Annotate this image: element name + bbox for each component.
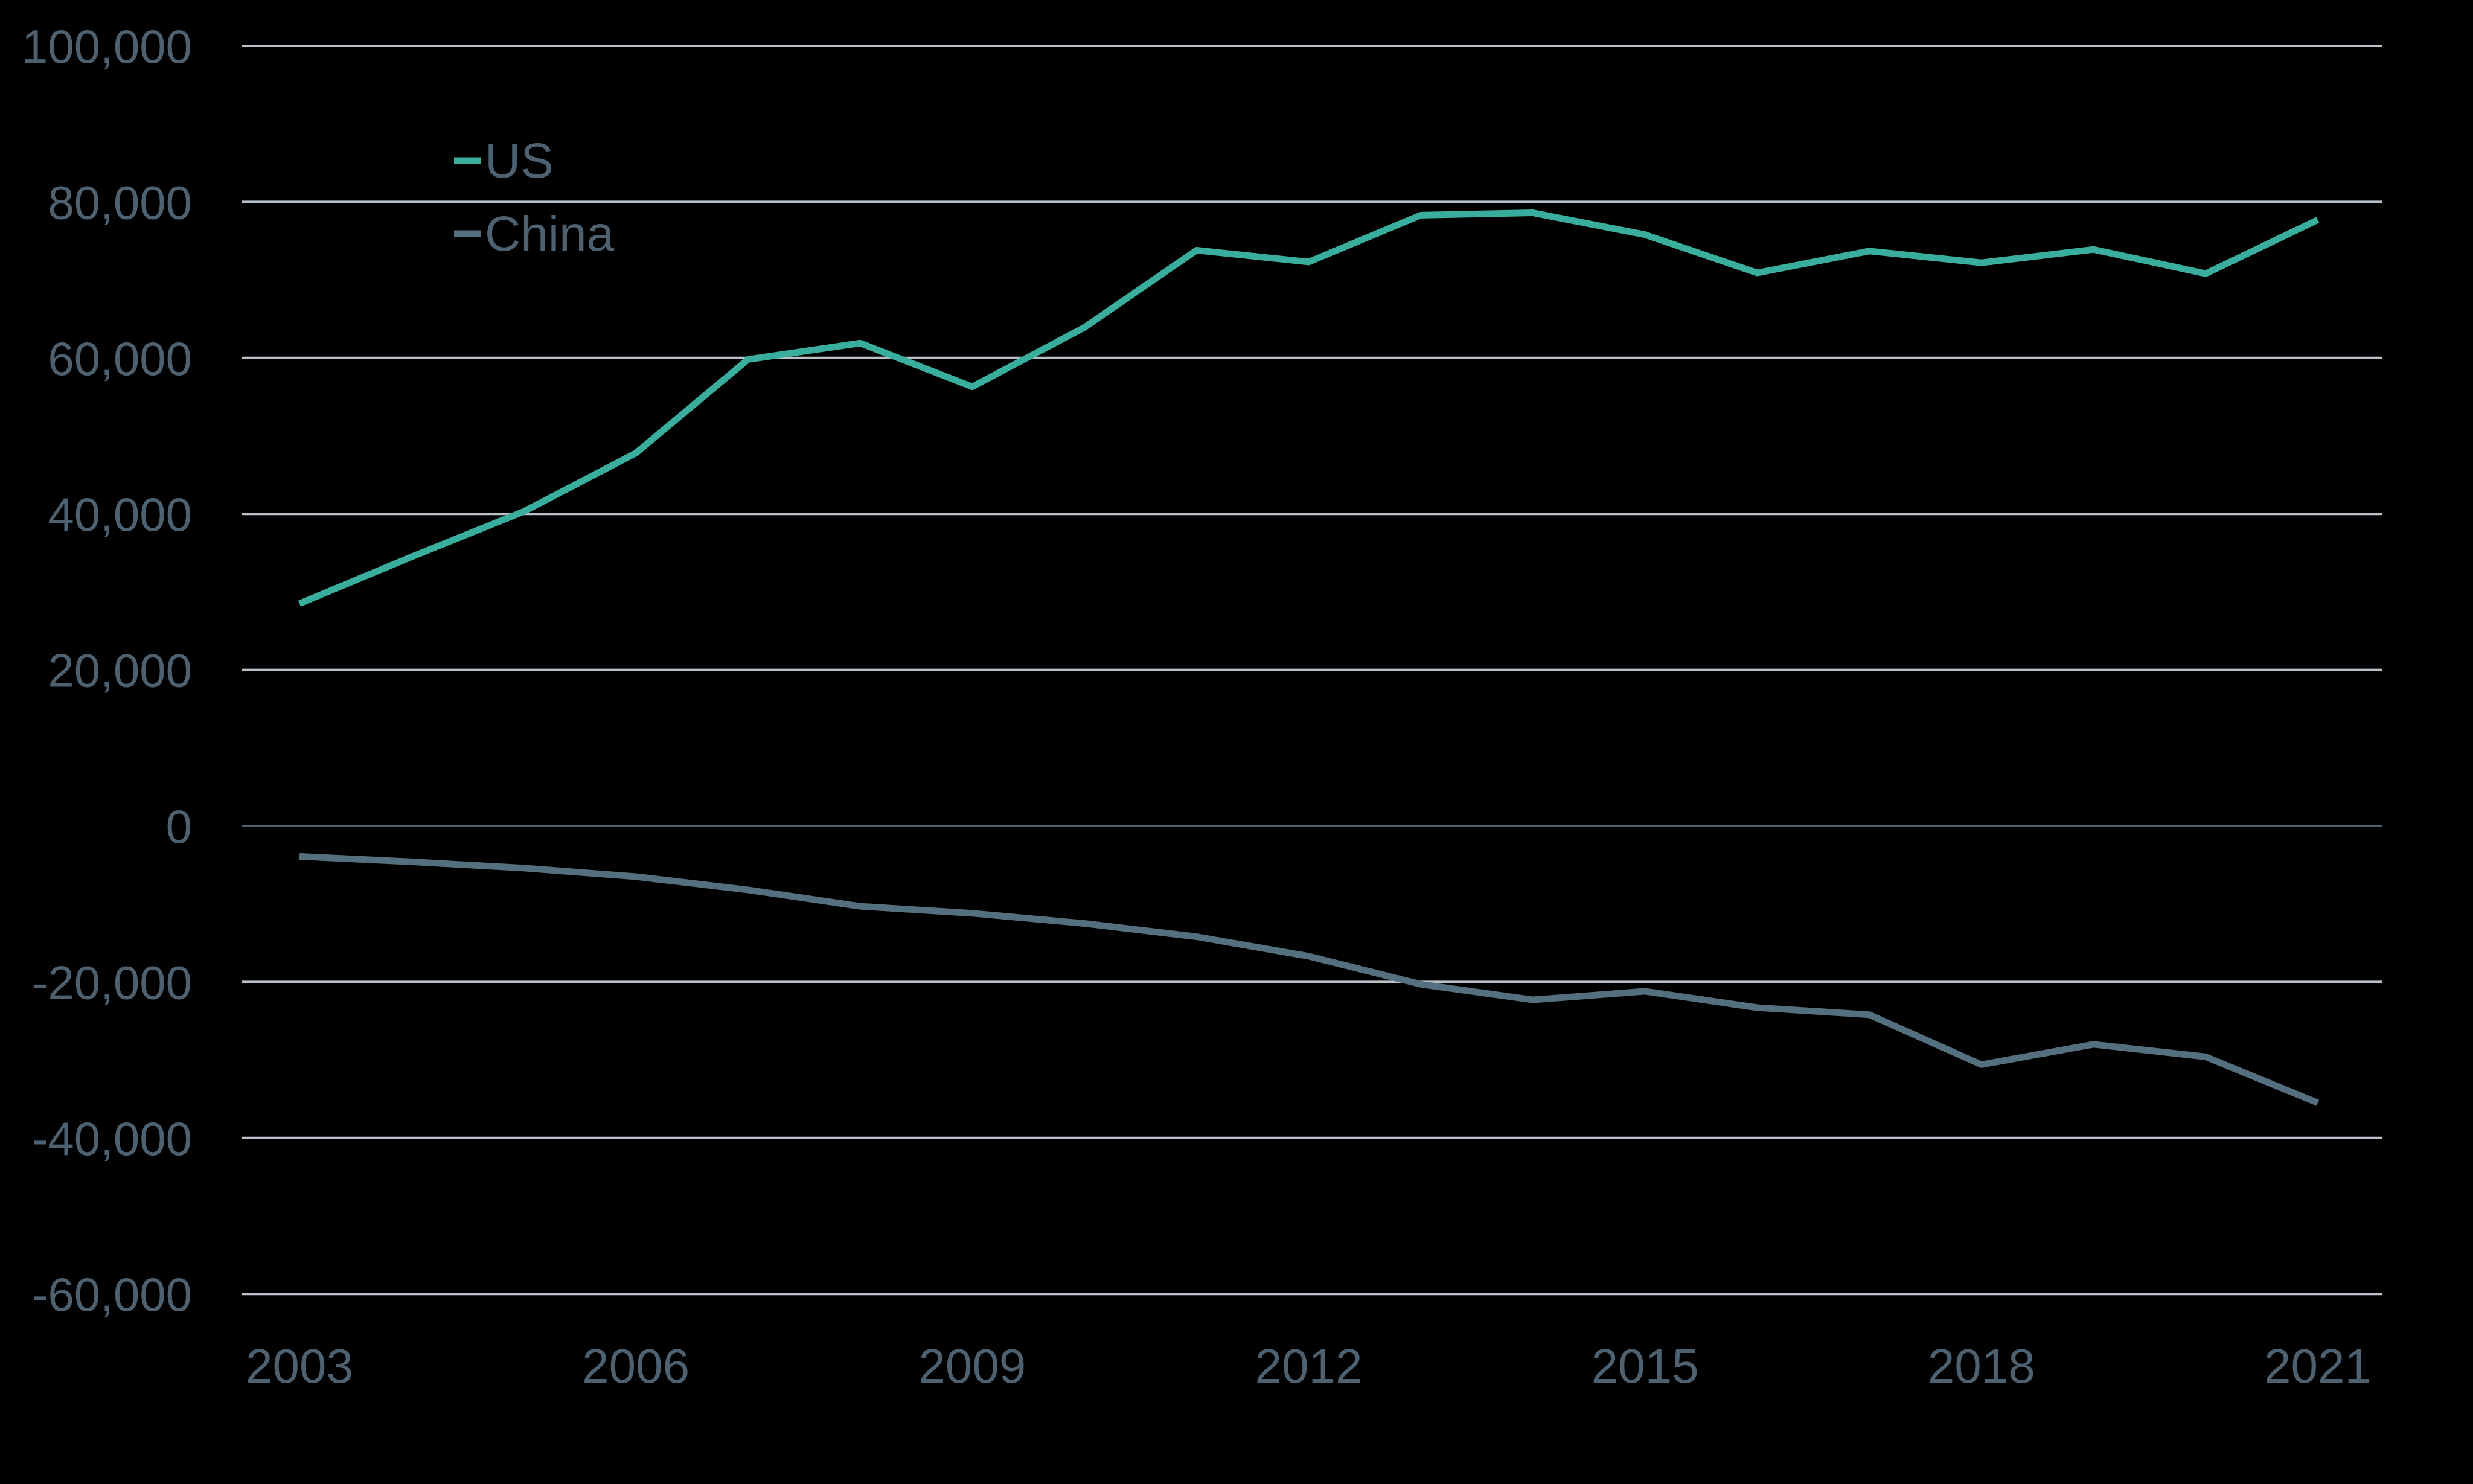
x-tick-label: 2009	[918, 1339, 1026, 1393]
legend-item-china: China	[454, 206, 615, 261]
x-tick-label: 2006	[582, 1339, 689, 1393]
gridlines-layer	[242, 45, 2382, 1296]
legend-label: US	[485, 133, 554, 188]
x-tick-label: 2018	[1928, 1339, 2035, 1393]
china-line	[299, 852, 2320, 1106]
legend-item-us: US	[454, 133, 554, 188]
y-tick-label: 20,000	[48, 644, 192, 697]
y-tick-label: -20,000	[32, 956, 192, 1009]
y-tick-label: -60,000	[32, 1268, 192, 1321]
x-axis-labels: 2003 2006 2009 2012 2015 2018 2021	[246, 1339, 2372, 1393]
x-tick-label: 2021	[2264, 1339, 2372, 1393]
x-tick-label: 2015	[1592, 1339, 1699, 1393]
y-tick-label: 100,000	[22, 20, 192, 73]
x-tick-label: 2012	[1255, 1339, 1362, 1393]
y-tick-label: 0	[166, 800, 192, 853]
legend: US China	[454, 133, 615, 261]
series-layer	[298, 209, 2320, 1106]
y-axis-labels: 100,000 80,000 60,000 40,000 20,000 0 -20,000 -…	[22, 20, 192, 1321]
us-line	[298, 209, 2320, 607]
legend-label: China	[485, 206, 615, 261]
y-tick-label: 40,000	[48, 488, 192, 541]
y-tick-label: 80,000	[48, 176, 192, 229]
x-tick-label: 2003	[246, 1339, 353, 1393]
y-tick-label: -40,000	[32, 1112, 192, 1165]
y-tick-label: 60,000	[48, 332, 192, 385]
